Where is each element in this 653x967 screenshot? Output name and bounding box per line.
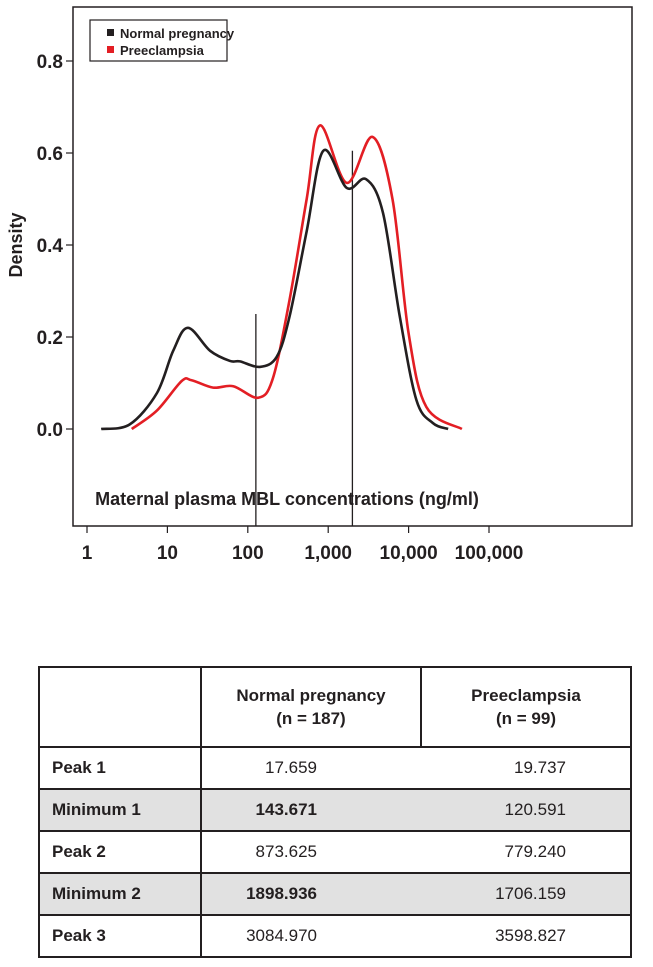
y-tick-label: 0.8: [37, 52, 63, 73]
x-axis-title: Maternal plasma MBL concentrations (ng/m…: [95, 489, 479, 509]
density-chart: 0.0 0.2 0.4 0.6 0.8 1 10 100 1,000 10,000 100,000…: [6, 6, 633, 564]
normal-value: 1898.936: [200, 872, 421, 916]
legend-box: [89, 19, 228, 62]
preeclampsia-value: 19.737: [421, 746, 632, 790]
table-row: Minimum 2 1898.936 1706.159: [38, 872, 632, 916]
x-tick-label: 100,000: [455, 543, 524, 564]
normal-value: 143.671: [200, 788, 421, 832]
table-header-preeclampsia: Preeclampsia (n = 99): [421, 666, 632, 748]
peaks-table: Normal pregnancy (n = 187) Preeclampsia …: [38, 666, 632, 958]
series-lines: [100, 124, 463, 431]
preeclampsia-value: 1706.159: [421, 872, 632, 916]
x-tick-label: 1: [82, 543, 93, 564]
normal-value: 873.625: [200, 830, 421, 874]
legend-swatch-preeclampsia: [107, 46, 114, 53]
y-axis: 0.0 0.2 0.4 0.6 0.8: [37, 52, 73, 441]
preeclampsia-value: 779.240: [421, 830, 632, 874]
legend: Normal pregnancy Preeclampsia: [89, 19, 235, 62]
header-pre-n: (n = 99): [496, 709, 556, 728]
y-tick-label: 0.4: [37, 236, 64, 257]
y-axis-title: Density: [6, 212, 26, 277]
header-pre-title: Preeclampsia: [471, 686, 581, 705]
legend-label-preeclampsia: Preeclampsia: [120, 43, 205, 58]
normal-value: 3084.970: [200, 914, 421, 958]
legend-label-normal: Normal pregnancy: [120, 26, 235, 41]
y-tick-label: 0.6: [37, 144, 63, 165]
normal-value: 17.659: [200, 746, 421, 790]
row-label: Peak 3: [38, 914, 202, 958]
x-tick-label: 10,000: [380, 543, 438, 564]
y-tick-label: 0.2: [37, 328, 63, 349]
preeclampsia-value: 120.591: [421, 788, 632, 832]
legend-swatch-normal: [107, 29, 114, 36]
reference-lines: [255, 150, 354, 526]
row-label: Peak 2: [38, 830, 202, 874]
table-row: Peak 1 17.659 19.737: [38, 746, 632, 790]
row-label: Minimum 2: [38, 872, 202, 916]
header-normal-title: Normal pregnancy: [236, 686, 386, 705]
table-header-empty: [38, 666, 202, 748]
table-row: Minimum 1 143.671 120.591: [38, 788, 632, 832]
table-header-row: Normal pregnancy (n = 187) Preeclampsia …: [38, 666, 632, 748]
row-label: Peak 1: [38, 746, 202, 790]
x-tick-label: 10: [157, 543, 178, 564]
x-tick-label: 100: [232, 543, 264, 564]
row-label: Minimum 1: [38, 788, 202, 832]
header-normal-n: (n = 187): [276, 709, 346, 728]
preeclampsia-value: 3598.827: [421, 914, 632, 958]
series-line-normal-pregnancy: [100, 148, 449, 431]
table-row: Peak 3 3084.970 3598.827: [38, 914, 632, 958]
x-axis: 1 10 100 1,000 10,000 100,000: [82, 526, 524, 564]
series-line-preeclampsia: [130, 124, 463, 431]
x-tick-label: 1,000: [304, 543, 352, 564]
table-header-normal: Normal pregnancy (n = 187): [200, 666, 422, 748]
y-tick-label: 0.0: [37, 420, 63, 441]
table-row: Peak 2 873.625 779.240: [38, 830, 632, 874]
